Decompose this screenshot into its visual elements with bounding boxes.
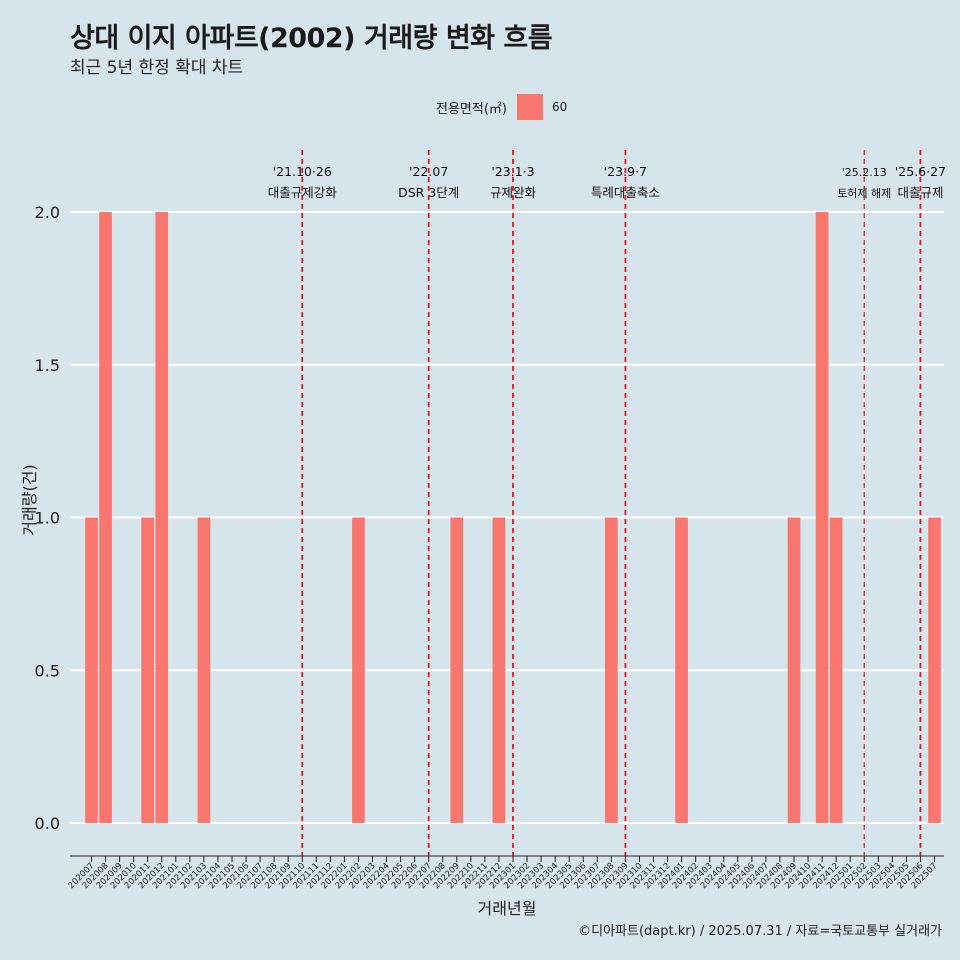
event-date-label: '21.10·26 xyxy=(273,164,332,179)
bar-202008 xyxy=(99,212,112,823)
bar-202007 xyxy=(85,517,98,823)
bar-202103 xyxy=(197,517,211,823)
bar-202202 xyxy=(352,517,365,823)
y-tick-label: 0.5 xyxy=(35,661,60,680)
y-tick-label: 1.0 xyxy=(35,509,60,528)
event-label: DSR 3단계 xyxy=(398,185,459,200)
chart-title: 상대 이지 아파트(2002) 거래량 변화 흐름 xyxy=(70,23,553,54)
y-tick-label: 0.0 xyxy=(35,814,60,833)
legend: 전용면적(㎡) 60 xyxy=(436,93,567,121)
event-label: 대출규제강화 xyxy=(268,185,338,200)
event-date-label: '22.07 xyxy=(409,164,448,179)
y-tick-label: 2.0 xyxy=(35,203,60,222)
x-axis-title: 거래년월 xyxy=(478,899,537,918)
event-date-label: '23.1·3 xyxy=(491,164,534,179)
bar-202212 xyxy=(492,517,506,823)
bar-202412 xyxy=(829,517,843,823)
event-date-label: '25.2.13 xyxy=(842,166,887,179)
bars xyxy=(85,212,941,823)
event-label: 토허제 해제 xyxy=(837,186,891,200)
bar-202411 xyxy=(815,212,829,823)
bar-202409 xyxy=(787,517,801,823)
event-label: 규제완화 xyxy=(490,185,537,200)
legend-label: 60 xyxy=(551,100,568,114)
event-date-label: '23.9·7 xyxy=(604,164,647,179)
bar-202012 xyxy=(155,212,169,823)
legend-key-swatch xyxy=(516,94,543,120)
event-label: 대출규제 xyxy=(897,185,943,200)
legend-title: 전용면적(㎡) xyxy=(436,101,507,117)
event-date-label: '25.6·27 xyxy=(895,164,946,179)
annotations: '21.10·26 대출규제강화 '22.07 DSR 3단계 '23.1·3 규제완화 '… xyxy=(268,150,946,856)
bar-202401 xyxy=(675,517,688,823)
event-label: 특례대출축소 xyxy=(591,185,660,200)
chart-subtitle: 최근 5년 한정 확대 차트 xyxy=(70,58,244,78)
bar-202507 xyxy=(928,517,941,823)
y-axis-title: 거래량(건) xyxy=(20,464,39,535)
bar-202011 xyxy=(141,517,155,823)
axes: 0.00.51.01.52.02020072020082020092020102… xyxy=(20,203,944,918)
source-caption: ©디아파트(dapt.kr) / 2025.07.31 / 자료=국토교통부 실… xyxy=(578,924,942,939)
bar-202209 xyxy=(450,517,464,823)
bar-202308 xyxy=(605,517,618,823)
y-tick-label: 1.5 xyxy=(35,356,60,375)
